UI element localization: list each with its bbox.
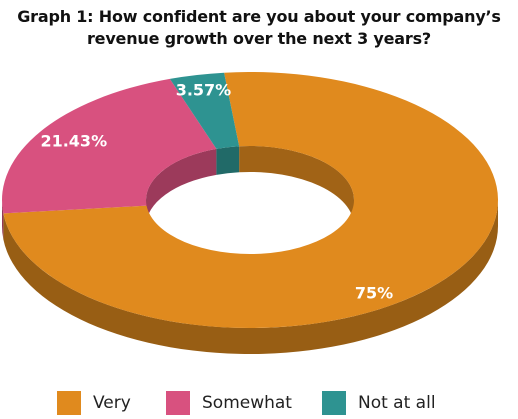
- data-label-somewhat: 21.43%: [40, 131, 107, 150]
- legend-label-somewhat: Somewhat: [202, 393, 292, 413]
- legend-item-somewhat: Somewhat: [166, 390, 292, 416]
- slice-very: [3, 72, 498, 329]
- chart-title-line-2: revenue growth over the next 3 years?: [86, 29, 431, 48]
- legend-label-not-at-all: Not at all: [358, 393, 436, 413]
- slice-somewhat: [1, 78, 217, 214]
- data-label-not-at-all: 3.57%: [176, 80, 232, 99]
- outer-wall-somewhat-0: [2, 200, 4, 240]
- chart-title-line-1: Graph 1: How confident are you about you…: [17, 7, 501, 26]
- inner-wall-somewhat-0: [146, 148, 217, 226]
- legend-item-very: Very: [57, 390, 131, 416]
- inner-wall-not-at-all-0: [216, 146, 240, 175]
- legend-label-very: Very: [93, 393, 131, 413]
- legend-swatch-very: [57, 391, 81, 415]
- legend-swatch-somewhat: [166, 391, 190, 415]
- slice-not-at-all: [169, 72, 240, 149]
- chart-title: Graph 1: How confident are you about you…: [0, 6, 518, 50]
- outer-wall-very-0: [3, 200, 498, 354]
- legend-item-not-at-all: Not at all: [322, 390, 436, 416]
- data-label-very: 75%: [355, 284, 393, 303]
- legend-swatch-not-at-all: [322, 391, 346, 415]
- inner-wall-very-0: [239, 146, 354, 226]
